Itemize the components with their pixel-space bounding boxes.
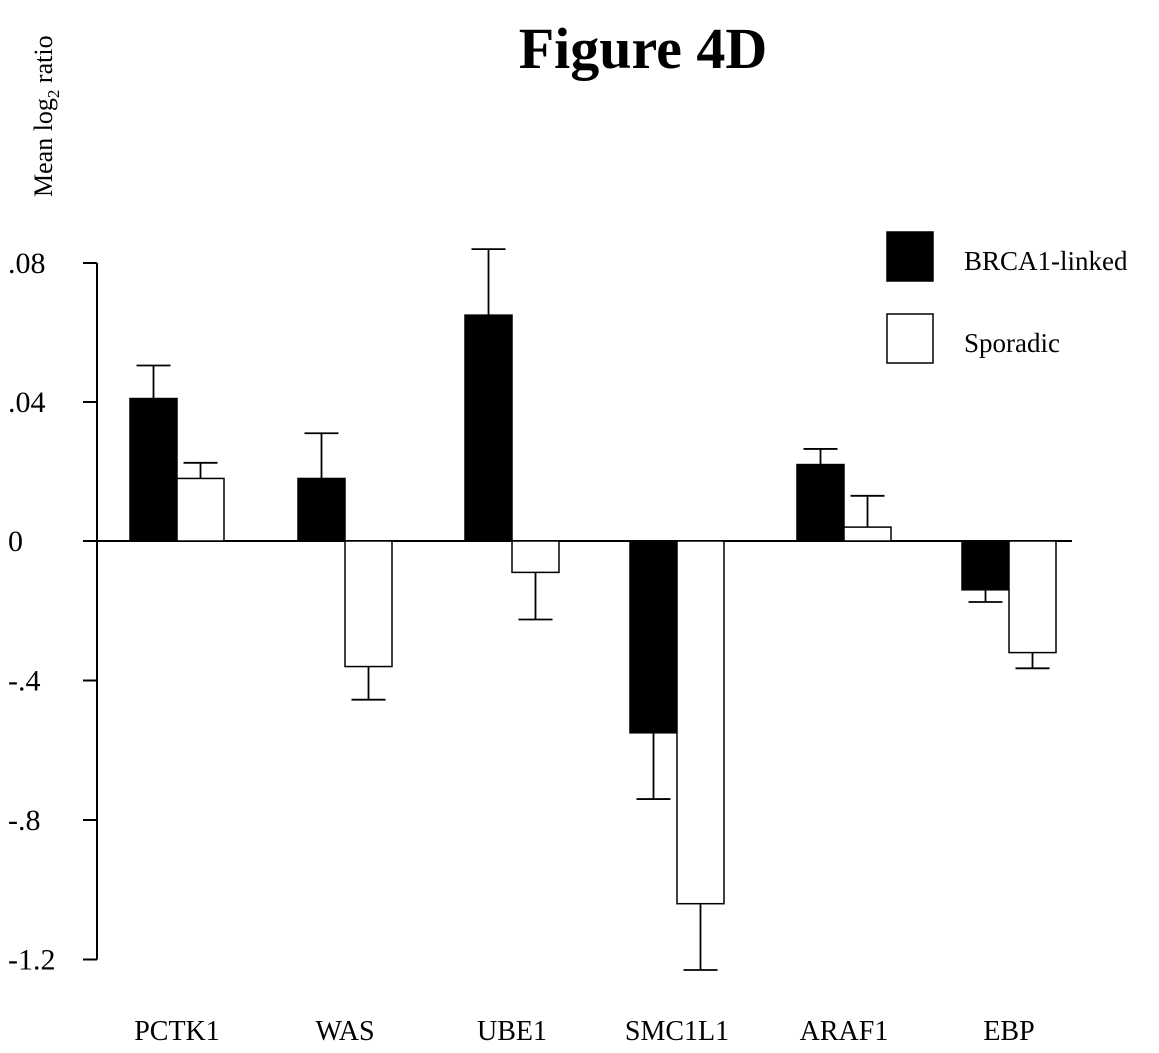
bar-sporadic [344,540,393,668]
legend-swatch-sporadic [886,313,934,364]
y-tick-label: -1.2 [8,944,56,977]
bar-brca1-linked [629,540,678,734]
chart-title: Figure 4D [519,16,768,81]
bar-brca1-linked [297,477,346,542]
y-axis-label-subscript: 2 [44,90,63,99]
y-tick-label: -.4 [8,665,41,698]
bar-brca1-linked [796,463,845,542]
legend-label-brca1-linked: BRCA1-linked [964,246,1128,276]
bar-sporadic [511,540,560,574]
x-tick-label: ARAF1 [800,1016,889,1047]
y-tick-label: .04 [8,386,46,419]
x-tick-label: WAS [315,1016,374,1047]
y-axis-label-tail: ratio [29,35,58,89]
x-tick-label: SMC1L1 [625,1016,729,1047]
plot-area: .08 .04 0 -.4 -.8 -1.2 PCTK1 WAS UBE1 SMC1L1 ARAF1… [8,247,1072,1047]
bar-brca1-linked [464,314,513,542]
y-axis-label-main: Mean log [29,98,58,197]
x-tick-label: EBP [983,1016,1034,1047]
y-tick-label: 0 [8,525,23,558]
bar-brca1-linked [961,540,1010,591]
y-axis-label: Mean log2 ratio [29,35,63,197]
y-tick-label: -.8 [8,804,41,837]
bar-sporadic [1008,540,1057,654]
bar-sporadic [676,540,725,905]
bar-sporadic [176,477,225,542]
legend-label-sporadic: Sporadic [964,328,1060,358]
bar-sporadic [843,526,892,542]
bar-brca1-linked [129,397,178,542]
x-tick-label: PCTK1 [134,1016,220,1047]
x-tick-label: UBE1 [477,1016,547,1047]
y-tick-label: .08 [8,247,46,280]
legend: BRCA1-linked Sporadic [886,231,1128,364]
legend-swatch-brca1-linked [886,231,934,282]
